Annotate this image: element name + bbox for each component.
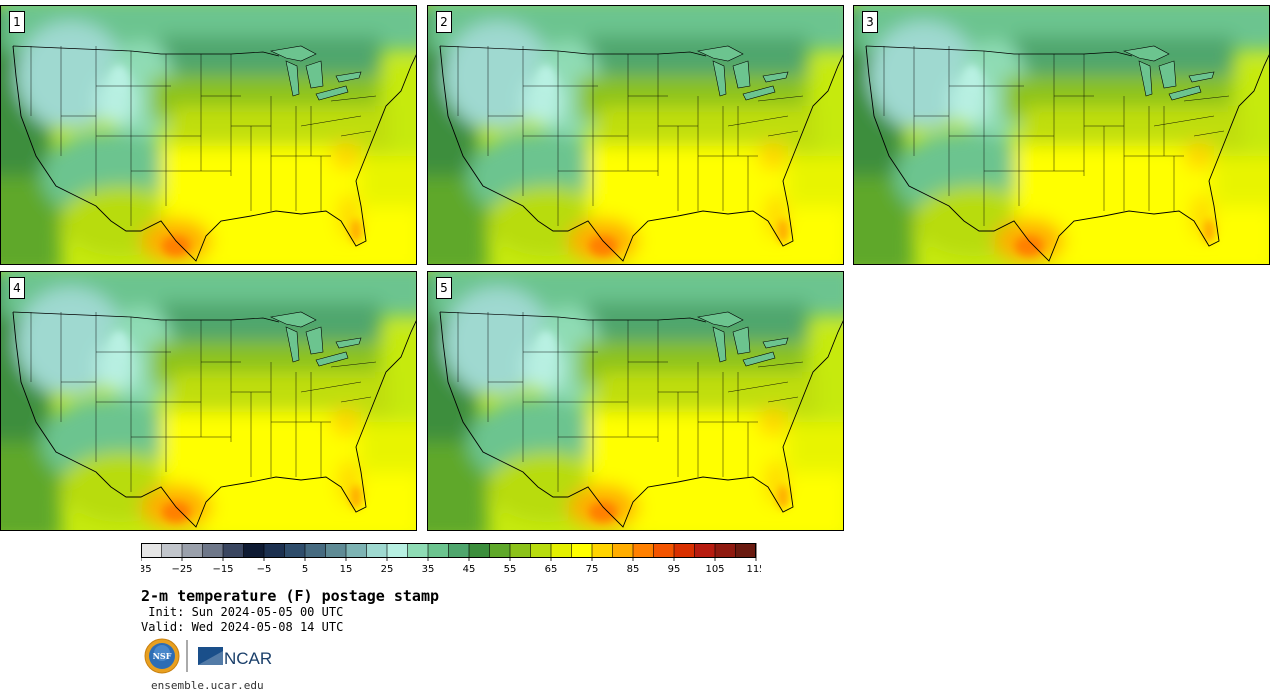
- chart-title: 2-m temperature (F) postage stamp: [141, 587, 440, 605]
- valid-time: Valid: Wed 2024-05-08 14 UTC: [141, 620, 344, 634]
- temperature-colorbar: −35 −25 −15 −5 5 15 25 35 45 55 65 75 85 95 105 115: [141, 543, 761, 575]
- colorbar-swatch: [674, 543, 695, 558]
- map-panel-5: 5: [427, 271, 844, 531]
- colorbar-swatch: [428, 543, 449, 558]
- colorbar-swatch: [243, 543, 265, 558]
- colorbar-swatch: [735, 543, 757, 558]
- colorbar-swatch: [305, 543, 326, 558]
- colorbar-tick-label: 115: [746, 564, 761, 575]
- colorbar-swatch: [407, 543, 429, 558]
- colorbar-swatch: [715, 543, 736, 558]
- map-panel-3: 3: [853, 5, 1270, 265]
- colorbar-swatch: [469, 543, 490, 558]
- colorbar-swatch: [489, 543, 511, 558]
- colorbar-swatch: [202, 543, 224, 558]
- colorbar-swatch: [530, 543, 552, 558]
- colorbar-tick-label: −15: [212, 564, 233, 575]
- svg-text:NCAR: NCAR: [224, 649, 272, 668]
- colorbar-swatch: [223, 543, 244, 558]
- panel-number: 4: [9, 277, 25, 299]
- colorbar-tick-label: −5: [257, 564, 272, 575]
- colorbar-swatch: [612, 543, 634, 558]
- colorbar-tick-label: 55: [504, 564, 517, 575]
- colorbar-swatch: [346, 543, 367, 558]
- colorbar-tick-label: 35: [422, 564, 435, 575]
- colorbar-swatch: [653, 543, 675, 558]
- colorbar-tick-label: −35: [141, 564, 152, 575]
- colorbar-swatch: [366, 543, 388, 558]
- colorbar-swatch: [264, 543, 285, 558]
- map-panel-4: 4: [0, 271, 417, 531]
- colorbar-tick-label: 85: [627, 564, 640, 575]
- colorbar-tick-label: 45: [463, 564, 476, 575]
- panel-number: 5: [436, 277, 452, 299]
- colorbar-swatch: [325, 543, 347, 558]
- panel-number: 2: [436, 11, 452, 33]
- colorbar-tick-label: 5: [302, 564, 308, 575]
- colorbar-swatch: [387, 543, 408, 558]
- panel-number: 3: [862, 11, 878, 33]
- colorbar-swatch: [284, 543, 306, 558]
- site-url: ensemble.ucar.edu: [151, 679, 264, 692]
- init-time: Init: Sun 2024-05-05 00 UTC: [141, 605, 344, 619]
- colorbar-swatch: [592, 543, 613, 558]
- colorbar-swatch: [182, 543, 203, 558]
- colorbar-tick-label: 15: [340, 564, 353, 575]
- colorbar-swatch: [510, 543, 531, 558]
- colorbar-swatch: [161, 543, 183, 558]
- colorbar-tick-label: 65: [545, 564, 558, 575]
- colorbar-swatch: [448, 543, 470, 558]
- colorbar-swatch: [551, 543, 572, 558]
- colorbar-swatch: [571, 543, 593, 558]
- colorbar-swatch: [633, 543, 654, 558]
- colorbar-swatch: [694, 543, 716, 558]
- map-panel-1: 1: [0, 5, 417, 265]
- colorbar-tick-label: 95: [668, 564, 681, 575]
- ncar-logo: NCAR: [198, 647, 272, 668]
- panel-number: 1: [9, 11, 25, 33]
- colorbar-tick-label: 105: [705, 564, 724, 575]
- colorbar-tick-label: 25: [381, 564, 394, 575]
- colorbar-tick-label: 75: [586, 564, 599, 575]
- nsf-logo: NSF: [144, 638, 180, 674]
- colorbar-tick-label: −25: [171, 564, 192, 575]
- map-panel-2: 2: [427, 5, 844, 265]
- logos: NSF NCAR: [144, 638, 272, 674]
- svg-text:NSF: NSF: [153, 651, 172, 661]
- colorbar-swatch: [141, 543, 162, 558]
